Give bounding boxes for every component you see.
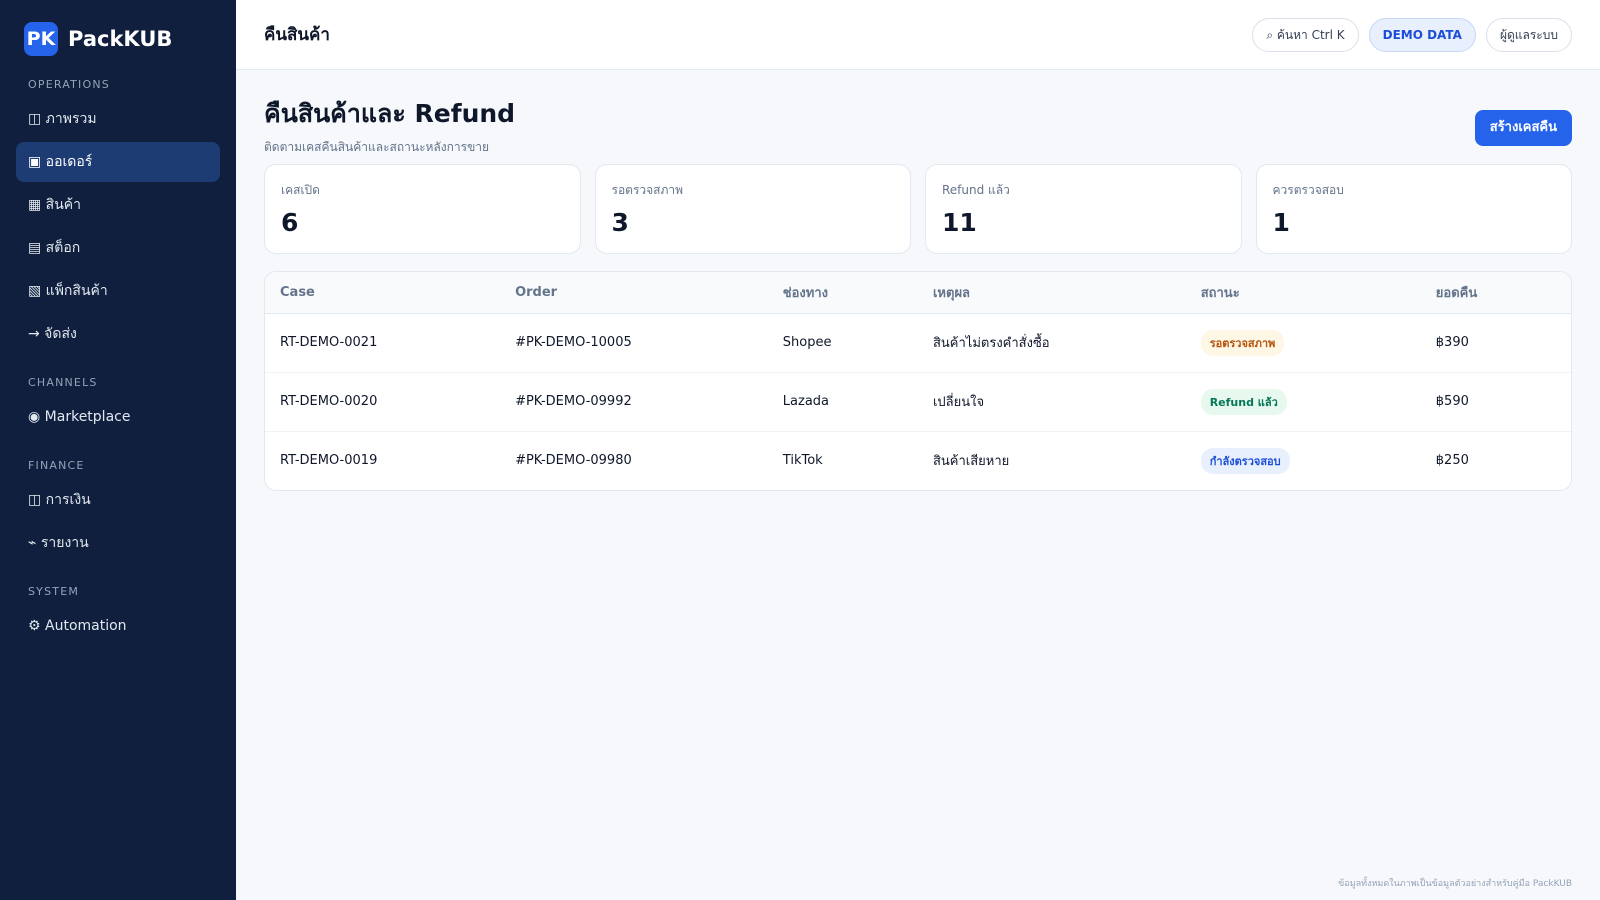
stat-value: 1 [1272, 208, 1290, 237]
nav-item[interactable]: ◫ ภาพรวม [28, 111, 97, 127]
nav-item[interactable]: ◉ Marketplace [28, 409, 131, 425]
table-cell: ฿590 [1420, 372, 1571, 432]
table-cell: สินค้าเสียหาย [932, 454, 1010, 470]
nav-section-title: SYSTEM [28, 585, 80, 598]
nav-section-title: FINANCE [28, 459, 85, 472]
column-header: เหตุผล [917, 272, 1186, 314]
status-badge: รอตรวจสภาพ [1200, 329, 1285, 356]
table-cell: #PK-DEMO-10005 [500, 313, 768, 373]
main: คืนสินค้า ⌕ ค้นหา Ctrl K DEMO DATA ผู้ดู… [236, 0, 1600, 900]
status-badge: Refund แล้ว [1200, 388, 1287, 415]
table-cell: เปลี่ยนใจ [917, 372, 1186, 432]
table-cell: TikTok [782, 453, 823, 469]
column-header: Order [500, 272, 768, 314]
nav-item[interactable]: ◫ การเงิน [28, 492, 91, 508]
stat-label: รอตรวจสภาพ [611, 183, 684, 197]
logo-mark: PK [24, 22, 58, 56]
stat-label: ควรตรวจสอบ [1272, 183, 1344, 197]
user-button[interactable]: ผู้ดูแลระบบ [1485, 17, 1572, 52]
stat-card: Refund แล้ว 11 [925, 164, 1242, 254]
nav-item[interactable]: → จัดส่ง [28, 326, 77, 342]
nav-item[interactable]: ⌁ รายงาน [28, 535, 89, 551]
topbar-title: คืนสินค้า [264, 25, 330, 45]
stat-card: ควรตรวจสอบ 1 [1255, 164, 1572, 254]
stat-label: Refund แล้ว [942, 183, 1010, 197]
column-header: ยอดคืน [1420, 272, 1571, 314]
stat-card: รอตรวจสภาพ 3 [594, 164, 911, 254]
column-header: Case [265, 272, 501, 314]
table-cell: #PK-DEMO-09980 [515, 453, 632, 469]
table-cell: ฿250 [1435, 453, 1469, 469]
status-badge: กำลังตรวจสอบ [1200, 447, 1290, 474]
page-header: คืนสินค้าและ Refund ติดตามเคสคืนสินค้าแล… [236, 70, 1600, 164]
table-cell: Lazada [767, 372, 918, 432]
stat-card: เคสเปิด 6 [264, 164, 581, 254]
logo: PK PackKUB [24, 22, 236, 56]
table-card: Case Order ช่องทาง เหตุผล สถานะ ยอดคืน RT-DEMO… [264, 271, 1572, 491]
page-subtitle: ติดตามเคสคืนสินค้าและสถานะหลังการขาย [264, 140, 490, 154]
page-title: คืนสินค้าและ Refund [264, 99, 516, 128]
table: Case Order ช่องทาง เหตุผล สถานะ ยอดคืน RT-DEMO… [265, 272, 1571, 490]
sidebar: PK PackKUB OPERATIONS ◫ ภาพรวม ▣ ออเดอร์ ▦ … [0, 0, 236, 900]
table-cell: ฿390 [1420, 313, 1571, 373]
table-cell: #PK-DEMO-09992 [500, 372, 768, 432]
table-cell: RT-DEMO-0020 [265, 372, 501, 432]
demo-badge[interactable]: DEMO DATA [1368, 17, 1476, 52]
topbar: คืนสินค้า ⌕ ค้นหา Ctrl K DEMO DATA ผู้ดู… [236, 0, 1600, 70]
nav-item[interactable]: ▧ แพ็กสินค้า [28, 283, 108, 299]
stat-value: 3 [611, 208, 629, 237]
nav-section-title: CHANNELS [28, 376, 98, 389]
table-cell: Refund แล้ว [1185, 372, 1421, 432]
table-cell: Shopee [767, 313, 918, 373]
stat-value: 6 [281, 208, 299, 237]
heading-group: คืนสินค้าและ Refund ติดตามเคสคืนสินค้าแล… [264, 94, 515, 164]
nav-section-title: OPERATIONS [28, 78, 110, 91]
table-cell: รอตรวจสภาพ [1185, 313, 1421, 373]
create-button[interactable]: สร้างเคสคืน [1474, 110, 1572, 146]
table-cell: RT-DEMO-0019 [280, 453, 378, 469]
table-cell: กำลังตรวจสอบ [1186, 431, 1421, 490]
table-cell: RT-DEMO-0021 [265, 313, 501, 373]
nav-item[interactable]: ▤ สต็อก [28, 240, 81, 256]
table-row[interactable]: RT-DEMO-0021 #PK-DEMO-10005 Shopee สินค้าไม… [265, 313, 1571, 373]
table-cell: สินค้าไม่ตรงคำสั่งซื้อ [917, 313, 1186, 373]
footer-note: ข้อมูลทั้งหมดในภาพเป็นข้อมูลตัวอย่างสำหร… [1338, 879, 1572, 889]
stats: เคสเปิด 6 รอตรวจสภาพ 3 Refund แล้ว 11 ควรตรวจส… [236, 164, 1600, 254]
column-header: สถานะ [1185, 272, 1421, 314]
header-row: Case Order ช่องทาง เหตุผล สถานะ ยอดคืน [265, 272, 1571, 314]
stat-value: 11 [942, 208, 977, 237]
table-row[interactable]: RT-DEMO-0020 #PK-DEMO-09992 Lazada เปลี่ยนใ… [265, 372, 1571, 432]
nav: OPERATIONS ◫ ภาพรวม ▣ ออเดอร์ ▦ สินค้า ▤ สต็… [0, 78, 236, 646]
nav-item[interactable]: ▦ สินค้า [28, 197, 82, 213]
table-row[interactable]: RT-DEMO-0019 #PK-DEMO-09980 TikTok สินค้าเส… [265, 431, 1571, 490]
stat-label: เคสเปิด [281, 183, 320, 197]
search-button[interactable]: ⌕ ค้นหา Ctrl K [1252, 17, 1359, 52]
logo-text: PackKUB [68, 27, 173, 51]
nav-item[interactable]: ▣ ออเดอร์ [16, 142, 220, 182]
nav-item[interactable]: ⚙ Automation [28, 618, 127, 634]
column-header: ช่องทาง [767, 272, 918, 314]
